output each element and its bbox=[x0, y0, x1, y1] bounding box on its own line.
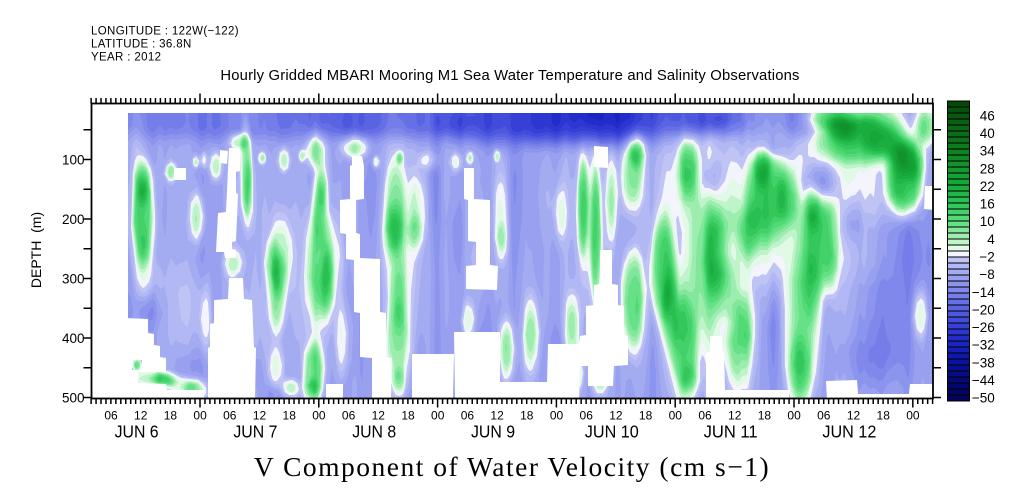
svg-text:12: 12 bbox=[609, 409, 623, 423]
svg-text:06: 06 bbox=[698, 409, 712, 423]
svg-text:22: 22 bbox=[980, 179, 995, 194]
svg-text:18: 18 bbox=[164, 409, 178, 423]
svg-text:−38: −38 bbox=[972, 355, 995, 370]
svg-text:12: 12 bbox=[728, 409, 742, 423]
svg-text:JUN 6: JUN 6 bbox=[115, 422, 159, 442]
svg-text:JUN 12: JUN 12 bbox=[822, 422, 876, 442]
svg-text:06: 06 bbox=[104, 409, 118, 423]
svg-text:18: 18 bbox=[758, 409, 772, 423]
svg-text:−26: −26 bbox=[972, 320, 995, 335]
svg-text:−44: −44 bbox=[972, 373, 995, 388]
svg-text:−32: −32 bbox=[972, 338, 995, 353]
svg-text:18: 18 bbox=[877, 409, 891, 423]
svg-text:06: 06 bbox=[342, 409, 356, 423]
svg-text:−20: −20 bbox=[972, 302, 995, 317]
svg-text:100: 100 bbox=[62, 152, 85, 167]
svg-text:JUN 9: JUN 9 bbox=[471, 422, 515, 442]
svg-text:12: 12 bbox=[253, 409, 267, 423]
svg-text:DEPTH (m): DEPTH (m) bbox=[28, 212, 44, 288]
svg-text:400: 400 bbox=[62, 331, 85, 346]
svg-text:JUN 8: JUN 8 bbox=[352, 422, 396, 442]
svg-text:12: 12 bbox=[372, 409, 386, 423]
svg-text:06: 06 bbox=[223, 409, 237, 423]
svg-text:4: 4 bbox=[987, 232, 995, 247]
svg-text:200: 200 bbox=[62, 212, 85, 227]
svg-text:00: 00 bbox=[787, 409, 801, 423]
svg-text:300: 300 bbox=[62, 271, 85, 286]
svg-text:12: 12 bbox=[847, 409, 861, 423]
svg-text:−14: −14 bbox=[972, 285, 995, 300]
svg-text:00: 00 bbox=[431, 409, 445, 423]
svg-text:LATITUDE : 36.8N: LATITUDE : 36.8N bbox=[91, 39, 192, 51]
svg-text:00: 00 bbox=[906, 409, 920, 423]
svg-text:46: 46 bbox=[980, 108, 995, 123]
svg-text:12: 12 bbox=[134, 409, 148, 423]
svg-text:00: 00 bbox=[550, 409, 564, 423]
svg-text:18: 18 bbox=[520, 409, 534, 423]
svg-text:10: 10 bbox=[980, 214, 995, 229]
svg-text:40: 40 bbox=[980, 126, 995, 141]
svg-text:00: 00 bbox=[669, 409, 683, 423]
svg-text:YEAR : 2012: YEAR : 2012 bbox=[91, 52, 161, 64]
svg-text:JUN 7: JUN 7 bbox=[233, 422, 277, 442]
svg-text:06: 06 bbox=[817, 409, 831, 423]
svg-text:34: 34 bbox=[980, 144, 996, 159]
svg-text:V Component of Water Velocity: V Component of Water Velocity (cm s−1) bbox=[254, 451, 770, 482]
svg-text:18: 18 bbox=[401, 409, 415, 423]
svg-text:00: 00 bbox=[193, 409, 207, 423]
svg-text:28: 28 bbox=[980, 161, 995, 176]
svg-text:06: 06 bbox=[461, 409, 475, 423]
svg-text:LONGITUDE : 122W(−122): LONGITUDE : 122W(−122) bbox=[91, 26, 239, 38]
svg-text:500: 500 bbox=[62, 390, 85, 405]
svg-text:Hourly Gridded MBARI Mooring M: Hourly Gridded MBARI Mooring M1 Sea Wate… bbox=[220, 68, 799, 84]
svg-text:−8: −8 bbox=[979, 267, 994, 282]
svg-text:−50: −50 bbox=[972, 391, 995, 406]
svg-text:−2: −2 bbox=[979, 250, 994, 265]
svg-text:16: 16 bbox=[980, 197, 995, 212]
svg-text:JUN 10: JUN 10 bbox=[585, 422, 639, 442]
svg-text:00: 00 bbox=[312, 409, 326, 423]
svg-text:18: 18 bbox=[639, 409, 653, 423]
svg-text:06: 06 bbox=[580, 409, 594, 423]
svg-text:JUN 11: JUN 11 bbox=[704, 422, 758, 442]
svg-text:18: 18 bbox=[283, 409, 297, 423]
svg-text:12: 12 bbox=[490, 409, 504, 423]
